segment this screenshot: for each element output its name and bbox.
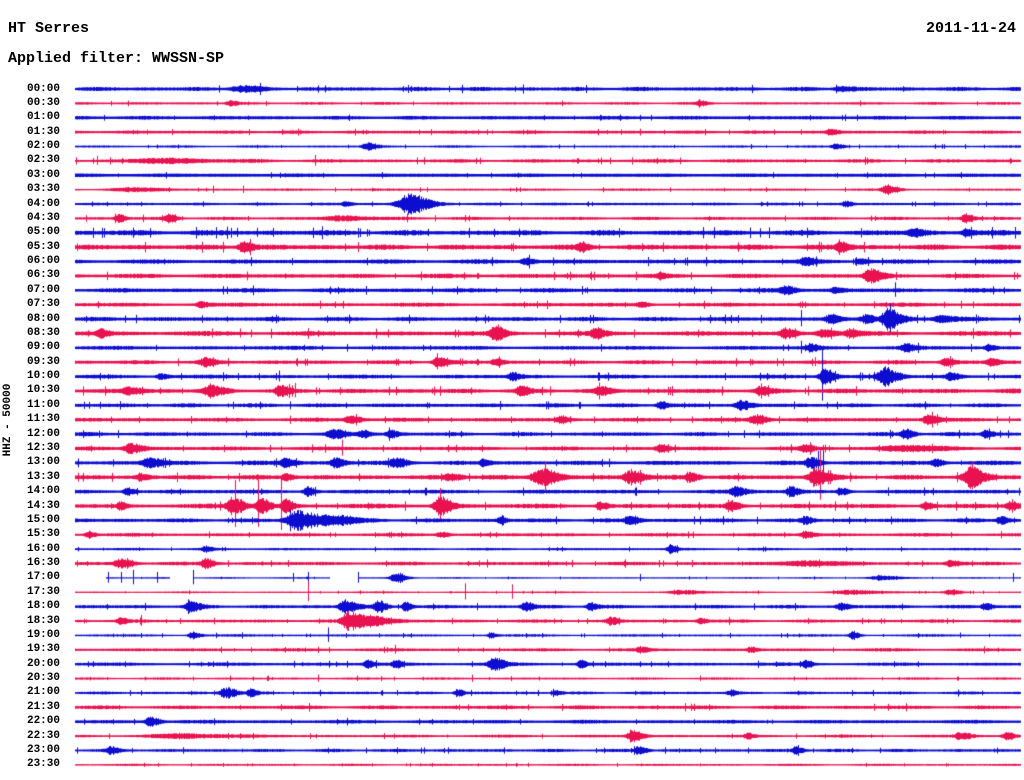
time-label-2130: 21:30: [26, 700, 60, 713]
time-label-0200: 02:00: [26, 140, 60, 153]
time-label-1700: 17:00: [26, 571, 60, 584]
time-label-2100: 21:00: [26, 686, 60, 699]
time-label-0900: 09:00: [26, 341, 60, 354]
time-label-0330: 03:30: [26, 183, 60, 196]
time-label-0130: 01:30: [26, 125, 60, 138]
time-label-0930: 09:30: [26, 355, 60, 368]
time-label-1630: 16:30: [26, 557, 60, 570]
record-date: 2011-11-24: [925, 20, 1016, 37]
time-label-0400: 04:00: [26, 197, 60, 210]
time-label-1530: 15:30: [26, 528, 60, 541]
time-label-1600: 16:00: [26, 542, 60, 555]
time-label-1430: 14:30: [26, 499, 60, 512]
time-label-0600: 06:00: [26, 255, 60, 268]
time-label-1000: 10:00: [26, 370, 60, 383]
time-label-0000: 00:00: [26, 82, 60, 95]
time-label-1400: 14:00: [26, 485, 60, 498]
time-label-1200: 12:00: [26, 427, 60, 440]
time-label-1800: 18:00: [26, 600, 60, 613]
station-title: HT Serres: [8, 20, 90, 37]
time-label-0800: 08:00: [26, 312, 60, 325]
time-label-1100: 11:00: [26, 398, 60, 411]
time-label-2330: 23:30: [26, 758, 60, 771]
time-label-2000: 20:00: [26, 657, 60, 670]
time-label-1500: 15:00: [26, 513, 60, 526]
time-label-2200: 22:00: [26, 715, 60, 728]
time-label-0700: 07:00: [26, 283, 60, 296]
time-label-2230: 22:30: [26, 729, 60, 742]
time-label-2030: 20:30: [26, 672, 60, 685]
time-label-1030: 10:30: [26, 384, 60, 397]
time-label-0100: 01:00: [26, 111, 60, 124]
time-label-1130: 11:30: [26, 413, 60, 426]
time-label-0730: 07:30: [26, 298, 60, 311]
time-label-0500: 05:00: [26, 226, 60, 239]
time-label-0430: 04:30: [26, 211, 60, 224]
time-label-0030: 00:30: [26, 96, 60, 109]
time-label-1300: 13:00: [26, 456, 60, 469]
time-label-0300: 03:00: [26, 168, 60, 181]
time-label-1330: 13:30: [26, 470, 60, 483]
time-label-0630: 06:30: [26, 269, 60, 282]
time-label-2300: 23:00: [26, 743, 60, 756]
time-label-0230: 02:30: [26, 154, 60, 167]
time-label-1730: 17:30: [26, 585, 60, 598]
time-label-1830: 18:30: [26, 614, 60, 627]
time-label-1230: 12:30: [26, 442, 60, 454]
time-label-0830: 08:30: [26, 326, 60, 339]
time-label-1900: 19:00: [26, 628, 60, 641]
time-label-1930: 19:30: [26, 643, 60, 656]
applied-filter-label: Applied filter: WWSSN-SP: [8, 50, 225, 67]
time-label-0530: 05:30: [26, 240, 60, 253]
